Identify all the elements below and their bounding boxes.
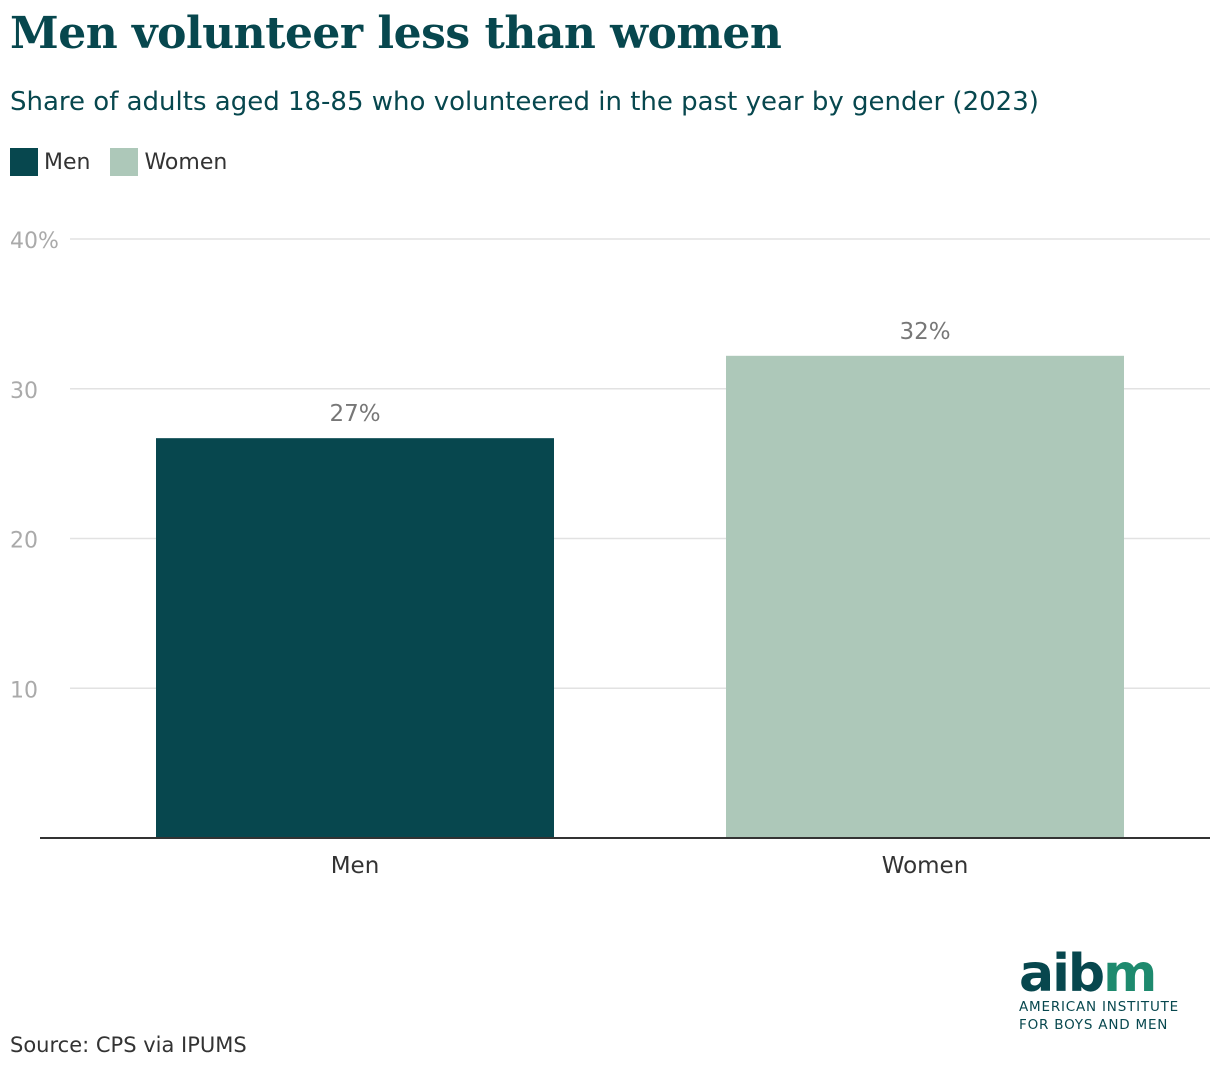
legend-label-women: Women [144, 149, 228, 175]
legend-item-men: Men [10, 148, 90, 176]
y-tick-label-background [6, 528, 42, 554]
aibm-logo: aibm AMERICAN INSTITUTE FOR BOYS AND MEN [1019, 948, 1209, 1040]
y-tick-label-background [6, 229, 63, 254]
y-tick-label: 20 [10, 529, 38, 554]
logo-word-accent: m [1103, 944, 1157, 1004]
legend-swatch-men [10, 148, 38, 176]
logo-wordmark: aibm [1019, 948, 1209, 1000]
data-label-women: 32% [899, 319, 950, 345]
y-tick-label-background [6, 378, 42, 404]
data-label-men: 27% [329, 401, 380, 427]
logo-line-2: FOR BOYS AND MEN [1019, 1017, 1169, 1033]
source-note: Source: CPS via IPUMS [10, 1033, 247, 1057]
x-tick-label-men: Men [331, 853, 380, 879]
chart-subtitle: Share of adults aged 18-85 who volunteer… [10, 87, 1039, 117]
legend-label-men: Men [44, 149, 91, 175]
y-tick-label-background [6, 678, 42, 704]
y-tick-label: 10 [10, 678, 38, 703]
chart-title: Men volunteer less than women [10, 8, 782, 59]
y-tick-label: 40% [10, 229, 59, 254]
legend-swatch-women [110, 148, 139, 176]
logo-word-prefix: aib [1019, 944, 1105, 1004]
x-tick-label-women: Women [882, 853, 969, 879]
bar-women [726, 355, 1124, 838]
chart-legend: Men Women [10, 148, 247, 176]
y-tick-label: 30 [10, 379, 38, 404]
logo-line-1: AMERICAN INSTITUTE [1019, 999, 1180, 1015]
legend-item-women: Women [110, 148, 227, 176]
bar-men [156, 438, 554, 838]
